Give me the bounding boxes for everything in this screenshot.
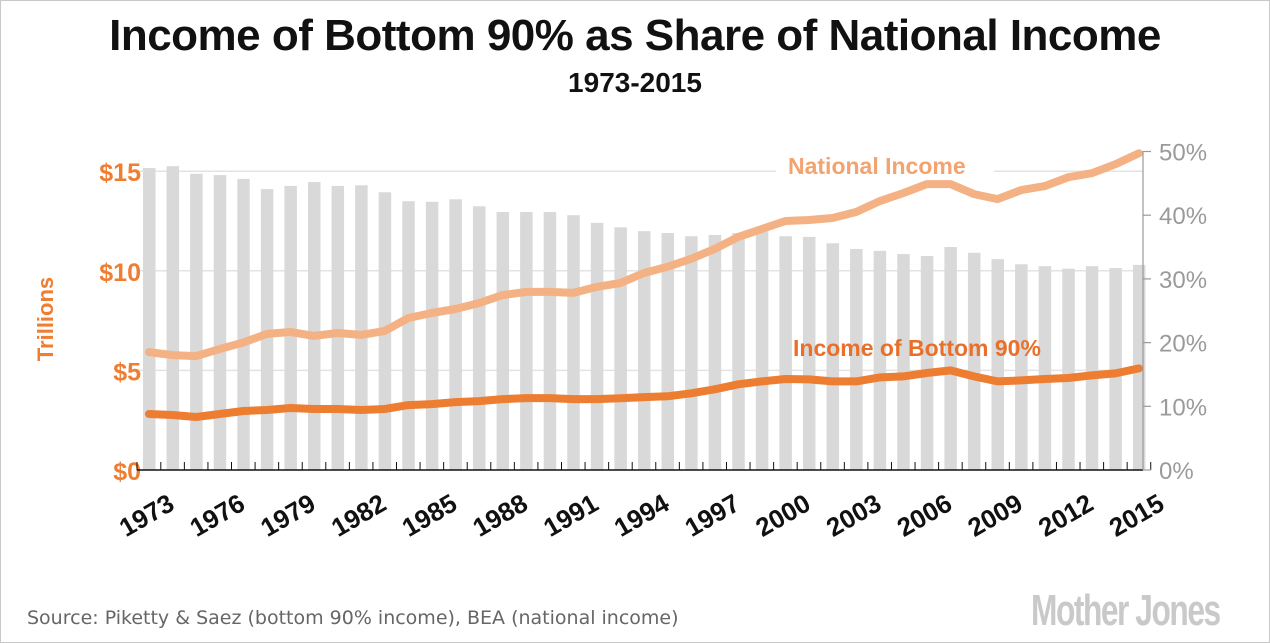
series-line-bottom-90 (145, 364, 1143, 421)
x-tick-label: 2012 (1033, 488, 1098, 543)
x-tick-label: 2006 (892, 488, 957, 543)
x-tick-label: 1988 (468, 488, 533, 543)
chart-subtitle: 1973-2015 (568, 67, 702, 98)
bar-2014 (1109, 268, 1122, 470)
bar-2002 (826, 243, 840, 470)
bar-1977 (237, 178, 250, 471)
bar-1976 (213, 175, 227, 470)
bar-2009 (991, 259, 1005, 470)
bar-2012 (1062, 268, 1075, 470)
x-tick-label: 1976 (185, 488, 250, 543)
right-tick-label: 0% (1159, 458, 1194, 485)
bar-2010 (1015, 264, 1028, 470)
chart-plot: $0 $5 $10 $15 National Income Income of Botto… (33, 140, 1207, 543)
bar-2008 (967, 252, 981, 470)
y-axis-title: Trillions (33, 277, 58, 361)
right-tick-label: 30% (1159, 267, 1207, 294)
right-tick-label: 20% (1159, 331, 1207, 358)
right-tick-label: 50% (1159, 140, 1207, 167)
bar-2003 (850, 248, 863, 470)
bar-2001 (802, 236, 816, 470)
bar-1992 (590, 222, 604, 470)
right-tick-label: 40% (1159, 203, 1207, 230)
source-note: Source: Piketty & Saez (bottom 90% incom… (27, 607, 679, 629)
bar-1978 (260, 189, 274, 470)
bar-1984 (402, 201, 415, 470)
left-tick-label: $0 (113, 458, 141, 486)
bar-1993 (614, 227, 627, 470)
x-tick-label: 1982 (326, 488, 391, 543)
bar-2013 (1085, 266, 1099, 470)
left-tick-label: $5 (113, 358, 141, 386)
x-tick-label: 1994 (609, 487, 675, 542)
series-label-bottom-90: Income of Bottom 90% (793, 335, 1041, 361)
x-tick-label: 1985 (397, 488, 462, 543)
x-tick-label: 1979 (255, 488, 320, 543)
mother-jones-logo: Mother Jones (1031, 586, 1221, 635)
x-tick-label: 1973 (114, 488, 179, 543)
bar-1979 (284, 185, 297, 470)
bar-1982 (355, 185, 368, 471)
bar-1981 (331, 185, 345, 470)
left-tick-label: $10 (99, 259, 141, 287)
bar-1985 (425, 201, 439, 470)
x-tick-label: 2003 (821, 488, 886, 543)
label-backdrop (776, 151, 994, 183)
bar-2004 (873, 250, 887, 470)
x-tick-label: 1997 (680, 488, 745, 543)
bar-1980 (307, 182, 321, 471)
bar-1996 (685, 236, 698, 470)
bar-1973 (143, 168, 156, 470)
bar-1995 (661, 233, 675, 470)
series-line-national-income (145, 149, 1143, 361)
bar-1999 (755, 231, 769, 470)
bar-2005 (897, 254, 910, 470)
bar-1987 (472, 206, 486, 471)
bar-1975 (190, 173, 203, 471)
series-label-national-income: National Income (788, 153, 966, 179)
bar-1994 (637, 231, 651, 470)
left-tick-label: $15 (99, 159, 141, 187)
chart-title: Income of Bottom 90% as Share of Nationa… (109, 11, 1161, 60)
x-tick-label: 2009 (962, 488, 1027, 543)
bar-1998 (732, 233, 745, 470)
bar-1986 (449, 199, 462, 470)
bar-1997 (708, 234, 722, 470)
bar-2011 (1038, 266, 1052, 470)
x-tick-label: 2000 (750, 488, 815, 543)
bar-2000 (779, 236, 792, 470)
x-tick-label: 2015 (1104, 488, 1169, 543)
right-tick-label: 10% (1159, 394, 1207, 421)
bar-1974 (166, 166, 180, 470)
bar-1990 (543, 212, 557, 470)
bar-1989 (520, 212, 533, 470)
bar-1991 (567, 215, 580, 470)
bar-2007 (944, 247, 957, 470)
bar-2006 (920, 255, 934, 470)
x-tick-label: 1991 (538, 488, 603, 543)
bar-1988 (496, 212, 510, 470)
